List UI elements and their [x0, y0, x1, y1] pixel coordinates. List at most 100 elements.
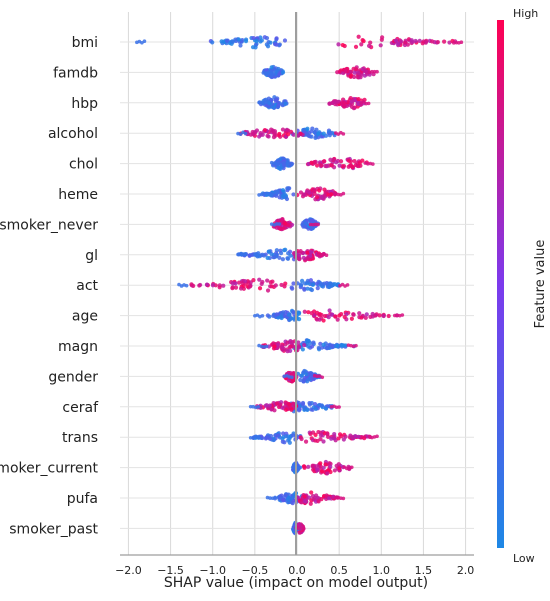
shap-point	[367, 434, 372, 439]
shap-point	[274, 222, 279, 226]
feature-label: alcohol	[48, 126, 98, 142]
shap-point	[308, 222, 313, 227]
shap-point	[283, 281, 288, 286]
shap-point	[286, 401, 291, 407]
shap-point	[341, 100, 347, 105]
shap-point	[313, 406, 319, 412]
shap-point	[251, 131, 256, 136]
shap-point	[338, 159, 344, 164]
shap-point	[368, 40, 373, 45]
shap-point	[386, 313, 391, 319]
shap-point	[348, 433, 353, 438]
shap-point	[314, 163, 320, 168]
feature-label: pufa	[67, 491, 98, 507]
shap-point	[332, 468, 337, 473]
shap-point	[243, 252, 248, 257]
shap-point	[277, 161, 282, 165]
shap-point	[280, 188, 286, 193]
shap-point	[243, 39, 249, 44]
shap-point	[280, 498, 286, 503]
shap-point	[309, 371, 314, 376]
shap-point	[349, 99, 355, 104]
feature-label: heme	[58, 187, 98, 203]
shap-point	[236, 37, 241, 42]
shap-point	[253, 45, 258, 50]
shap-point	[243, 279, 248, 284]
shap-point	[372, 69, 377, 74]
shap-point	[395, 313, 400, 318]
shap-point	[309, 218, 315, 223]
shap-point	[282, 440, 287, 445]
shap-point	[291, 401, 296, 406]
shap-point	[420, 41, 425, 46]
shap-point	[451, 41, 456, 45]
shap-point	[359, 42, 364, 47]
shap-point	[336, 42, 341, 47]
shap-point	[217, 285, 222, 290]
shap-point	[368, 314, 373, 320]
shap-point	[268, 40, 273, 45]
shap-point	[332, 99, 337, 104]
shap-point	[274, 69, 279, 74]
shap-point	[260, 252, 265, 257]
shap-point	[262, 127, 268, 133]
shap-point	[296, 522, 301, 528]
shap-point	[359, 315, 364, 320]
shap-point	[286, 128, 291, 133]
shap-point	[240, 37, 245, 43]
shap-point	[341, 437, 346, 442]
shap-point	[286, 132, 291, 137]
colorbar-low-label: Low	[513, 552, 535, 565]
shap-point	[286, 222, 291, 228]
shap-point	[278, 251, 284, 256]
shap-point	[333, 131, 338, 135]
shap-point	[238, 252, 243, 256]
x-tick-label: 0.5	[330, 564, 348, 577]
shap-point	[274, 42, 279, 47]
shap-point	[299, 373, 305, 378]
feature-label: gl	[85, 248, 98, 264]
feature-label-layer: bmi famdb hbp alcohol chol heme smoker_nevergl…	[0, 35, 99, 537]
feature-label: gender	[48, 369, 98, 385]
feature-label: smoker_never	[0, 217, 98, 233]
feature-label: smoker_current	[0, 461, 99, 477]
x-tick-label: −1.0	[199, 564, 226, 577]
shap-point	[281, 431, 286, 436]
shap-point	[285, 161, 290, 167]
shap-point	[302, 309, 307, 314]
shap-point	[336, 495, 341, 500]
shap-point	[312, 373, 317, 378]
shap-point	[353, 44, 359, 49]
shap-point	[230, 281, 235, 286]
shap-point	[302, 192, 307, 197]
shap-point	[352, 74, 357, 80]
shap-point	[316, 499, 321, 504]
shap-point	[302, 281, 308, 286]
shap-point	[271, 313, 276, 318]
shap-point	[238, 286, 244, 291]
shap-point	[353, 162, 358, 168]
shap-point	[276, 102, 281, 107]
shap-point	[392, 313, 397, 318]
shap-point	[285, 340, 290, 345]
shap-point	[327, 308, 332, 313]
shap-point	[254, 38, 259, 44]
shap-point	[272, 408, 277, 413]
shap-point	[296, 253, 301, 258]
shap-point	[322, 193, 327, 198]
feature-label: age	[72, 309, 98, 325]
shap-point	[342, 104, 347, 109]
x-tick-label: 1.0	[373, 564, 391, 577]
shap-point	[346, 164, 351, 169]
shap-point	[319, 403, 324, 408]
shap-point	[271, 105, 276, 110]
shap-point	[339, 343, 344, 348]
shap-point	[337, 69, 343, 74]
shap-point	[357, 311, 362, 316]
shap-point	[221, 283, 226, 288]
shap-point	[337, 432, 343, 437]
shap-point	[316, 131, 321, 136]
shap-point	[276, 165, 281, 170]
shap-point	[277, 222, 282, 226]
